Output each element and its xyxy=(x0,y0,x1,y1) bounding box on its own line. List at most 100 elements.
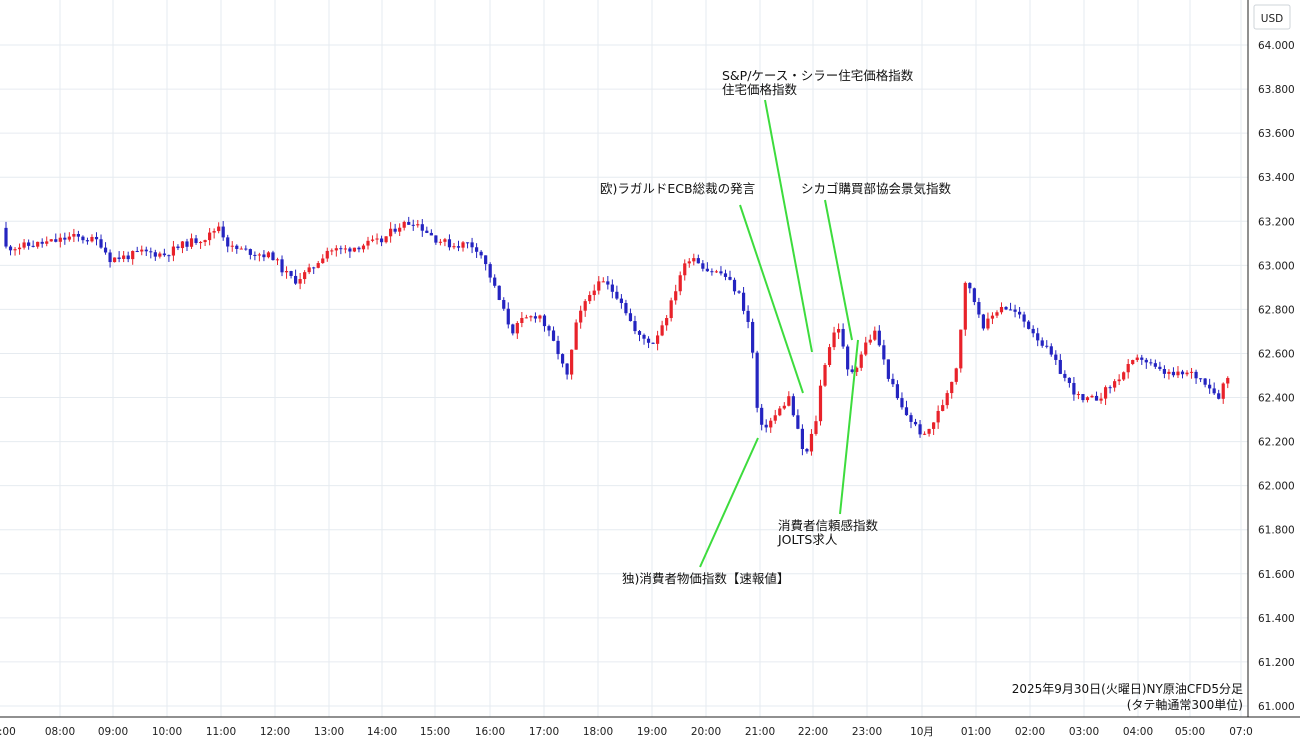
candle-body xyxy=(108,252,112,263)
candle-body xyxy=(298,279,302,284)
y-tick-label: 63.400 xyxy=(1258,172,1295,184)
candle-body xyxy=(1167,371,1171,374)
candle-body xyxy=(922,433,927,435)
candle-body xyxy=(1049,346,1053,355)
candle-body xyxy=(782,405,786,409)
candle-body xyxy=(49,239,53,242)
candle-body xyxy=(72,234,76,237)
annotations: S&P/ケース・シラー住宅価格指数 住宅価格指数 欧)ラガルドECB総裁の発言 … xyxy=(600,68,952,586)
x-tick-label: 14:00 xyxy=(367,726,397,738)
candle-body xyxy=(859,354,863,368)
candle-body xyxy=(542,315,547,327)
candle-body xyxy=(913,421,918,425)
y-tick-label: 61.400 xyxy=(1258,613,1295,625)
candle-body xyxy=(841,328,845,347)
candle-body xyxy=(701,263,705,269)
candle-body xyxy=(158,253,162,257)
candle-body xyxy=(226,237,230,247)
candle-body xyxy=(189,238,194,247)
x-tick-label: 15:00 xyxy=(420,726,450,738)
candle-body xyxy=(1140,357,1144,360)
candle-body xyxy=(873,330,877,340)
annotation-pointer-line xyxy=(839,339,859,515)
annotation-case-shiller-line2: 住宅価格指数 xyxy=(722,82,798,97)
candle-body xyxy=(728,276,732,280)
candle-body xyxy=(1085,397,1090,401)
candle-body xyxy=(778,408,782,416)
candle-body xyxy=(465,242,470,244)
candle-body xyxy=(741,292,746,311)
candle-body xyxy=(1067,377,1071,383)
candle-body xyxy=(1018,311,1022,315)
candle-body xyxy=(411,224,415,226)
y-tick-label: 62.800 xyxy=(1258,304,1295,316)
candle-body xyxy=(1131,360,1135,364)
candle-body xyxy=(122,255,126,259)
y-tick-label: 62.000 xyxy=(1258,481,1295,493)
candle-body xyxy=(212,231,216,233)
annotation-pointer-line xyxy=(699,437,759,568)
candle-body xyxy=(280,259,284,273)
candle-body xyxy=(484,255,488,265)
candle-body xyxy=(732,279,737,292)
candle-body xyxy=(13,249,17,251)
candle-body xyxy=(1153,363,1157,367)
annotation-jolts: JOLTS求人 xyxy=(777,532,838,547)
candle-body xyxy=(357,247,361,250)
candle-body xyxy=(22,242,26,248)
candle-body xyxy=(58,237,62,242)
annotation-case-shiller: S&P/ケース・シラー住宅価格指数 xyxy=(722,68,914,83)
candle-body xyxy=(601,281,605,283)
candle-body xyxy=(1022,314,1026,322)
candle-body xyxy=(764,424,768,428)
x-tick-label: 08:00 xyxy=(45,726,75,738)
candle-body xyxy=(316,263,320,268)
candle-body xyxy=(253,254,257,256)
candle-body xyxy=(592,290,596,296)
candle-body xyxy=(352,247,357,252)
x-tick-label: 16:00 xyxy=(475,726,505,738)
x-tick-label: 07:0 xyxy=(1229,726,1253,738)
candle-body xyxy=(171,246,176,256)
candle-body xyxy=(429,232,433,236)
candle-body xyxy=(4,227,8,247)
candle-body xyxy=(131,251,135,260)
candle-body xyxy=(321,258,325,264)
candle-body xyxy=(981,314,985,329)
x-tick-label: 22:00 xyxy=(798,726,828,738)
candle-body xyxy=(343,248,347,250)
x-tick-label: 13:00 xyxy=(314,726,344,738)
candle-body xyxy=(687,261,691,264)
candle-body xyxy=(624,303,628,314)
candle-body xyxy=(289,271,293,276)
candle-body xyxy=(425,230,429,233)
currency-badge[interactable] xyxy=(1253,4,1291,30)
candle-body xyxy=(669,300,673,319)
candle-body xyxy=(999,306,1004,313)
candle-body xyxy=(909,415,913,422)
candle-body xyxy=(1036,333,1040,341)
candle-body xyxy=(31,245,35,247)
candle-body xyxy=(959,329,963,369)
candle-body xyxy=(1189,371,1194,373)
currency-label: USD xyxy=(1261,13,1283,25)
candle-body xyxy=(995,312,999,316)
candle-body xyxy=(678,275,682,292)
candle-body xyxy=(696,258,700,264)
candle-body xyxy=(972,288,976,303)
candle-body xyxy=(551,330,556,341)
candle-body xyxy=(361,245,366,250)
candle-body xyxy=(1054,354,1058,360)
candle-body xyxy=(94,236,99,240)
x-tick-label: 03:00 xyxy=(1069,726,1099,738)
candle-body xyxy=(809,433,814,452)
candle-body xyxy=(257,254,261,256)
candle-body xyxy=(325,250,329,259)
candle-body xyxy=(144,249,148,252)
candle-body xyxy=(456,246,461,248)
candle-body xyxy=(895,384,900,399)
candle-body xyxy=(284,271,289,273)
candle-body xyxy=(520,317,524,323)
candle-body xyxy=(1027,321,1031,329)
candle-body xyxy=(63,237,67,240)
